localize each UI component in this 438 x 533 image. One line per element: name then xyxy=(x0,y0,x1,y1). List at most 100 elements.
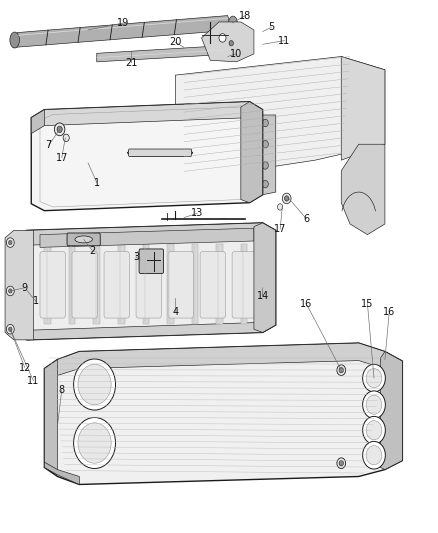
Polygon shape xyxy=(254,115,276,195)
Circle shape xyxy=(363,365,385,392)
Circle shape xyxy=(339,461,343,466)
Text: 15: 15 xyxy=(361,298,374,309)
Circle shape xyxy=(278,204,283,210)
Circle shape xyxy=(7,286,14,296)
Text: 11: 11 xyxy=(279,36,291,45)
Text: 1: 1 xyxy=(94,177,100,188)
Text: 21: 21 xyxy=(126,58,138,68)
Text: 17: 17 xyxy=(274,224,286,235)
Circle shape xyxy=(262,141,268,148)
Circle shape xyxy=(337,458,346,469)
Text: 5: 5 xyxy=(268,22,275,33)
Polygon shape xyxy=(69,244,75,324)
Circle shape xyxy=(74,417,116,469)
Text: 17: 17 xyxy=(56,152,68,163)
Text: 7: 7 xyxy=(46,140,52,150)
Polygon shape xyxy=(143,244,149,324)
Polygon shape xyxy=(201,22,254,62)
FancyBboxPatch shape xyxy=(40,252,65,318)
Circle shape xyxy=(363,416,385,444)
Text: 8: 8 xyxy=(59,385,65,395)
Text: 18: 18 xyxy=(239,11,251,21)
Polygon shape xyxy=(31,110,44,134)
Polygon shape xyxy=(241,102,263,203)
Polygon shape xyxy=(241,244,247,324)
Circle shape xyxy=(339,368,343,373)
FancyBboxPatch shape xyxy=(200,252,226,318)
Polygon shape xyxy=(40,228,254,247)
Text: 4: 4 xyxy=(172,306,178,317)
Circle shape xyxy=(366,395,382,414)
Circle shape xyxy=(7,325,14,334)
Polygon shape xyxy=(14,223,276,340)
Circle shape xyxy=(74,359,116,410)
Circle shape xyxy=(9,240,12,245)
Polygon shape xyxy=(175,56,385,181)
Polygon shape xyxy=(381,352,403,470)
Polygon shape xyxy=(44,360,57,475)
Circle shape xyxy=(78,423,111,463)
Ellipse shape xyxy=(75,236,92,243)
Text: 10: 10 xyxy=(230,49,243,59)
Circle shape xyxy=(9,327,12,332)
Text: 12: 12 xyxy=(18,362,31,373)
Circle shape xyxy=(57,126,62,133)
Polygon shape xyxy=(118,244,124,324)
Circle shape xyxy=(363,441,385,469)
Circle shape xyxy=(366,368,382,387)
Text: 16: 16 xyxy=(383,306,396,317)
Polygon shape xyxy=(44,343,403,375)
Text: 20: 20 xyxy=(169,37,181,47)
Circle shape xyxy=(219,34,226,42)
Polygon shape xyxy=(93,244,100,324)
Circle shape xyxy=(262,119,268,127)
FancyBboxPatch shape xyxy=(139,249,163,273)
Polygon shape xyxy=(44,462,79,484)
Circle shape xyxy=(285,196,289,201)
Polygon shape xyxy=(44,244,51,324)
Polygon shape xyxy=(341,56,385,160)
Polygon shape xyxy=(31,102,263,211)
Polygon shape xyxy=(31,102,263,126)
Text: 9: 9 xyxy=(21,283,28,293)
FancyBboxPatch shape xyxy=(67,233,100,246)
Circle shape xyxy=(63,134,69,142)
Circle shape xyxy=(54,123,65,136)
Circle shape xyxy=(366,446,382,465)
Text: 14: 14 xyxy=(257,290,269,301)
Circle shape xyxy=(262,180,268,188)
Circle shape xyxy=(262,162,268,169)
Text: 1: 1 xyxy=(32,296,39,306)
Text: 13: 13 xyxy=(191,208,203,219)
Polygon shape xyxy=(14,322,276,340)
FancyBboxPatch shape xyxy=(136,252,161,318)
Polygon shape xyxy=(44,343,403,484)
FancyBboxPatch shape xyxy=(72,252,97,318)
Polygon shape xyxy=(341,144,385,235)
Ellipse shape xyxy=(10,32,19,48)
Polygon shape xyxy=(216,244,223,324)
Polygon shape xyxy=(127,150,193,156)
Polygon shape xyxy=(14,223,276,245)
FancyBboxPatch shape xyxy=(104,252,129,318)
Text: 6: 6 xyxy=(303,214,309,224)
Polygon shape xyxy=(167,244,174,324)
Circle shape xyxy=(78,365,111,405)
Polygon shape xyxy=(192,244,198,324)
Circle shape xyxy=(229,41,233,46)
Circle shape xyxy=(337,365,346,375)
FancyBboxPatch shape xyxy=(232,252,258,318)
Text: 3: 3 xyxy=(133,252,139,262)
Ellipse shape xyxy=(229,16,237,30)
Text: 19: 19 xyxy=(117,18,129,28)
Text: 11: 11 xyxy=(27,376,39,386)
Text: 2: 2 xyxy=(89,246,95,255)
Circle shape xyxy=(7,238,14,247)
Circle shape xyxy=(9,289,12,293)
Polygon shape xyxy=(13,15,230,47)
FancyBboxPatch shape xyxy=(129,149,191,157)
Polygon shape xyxy=(5,230,33,340)
FancyBboxPatch shape xyxy=(168,252,194,318)
Polygon shape xyxy=(97,46,226,62)
Text: 16: 16 xyxy=(300,298,312,309)
